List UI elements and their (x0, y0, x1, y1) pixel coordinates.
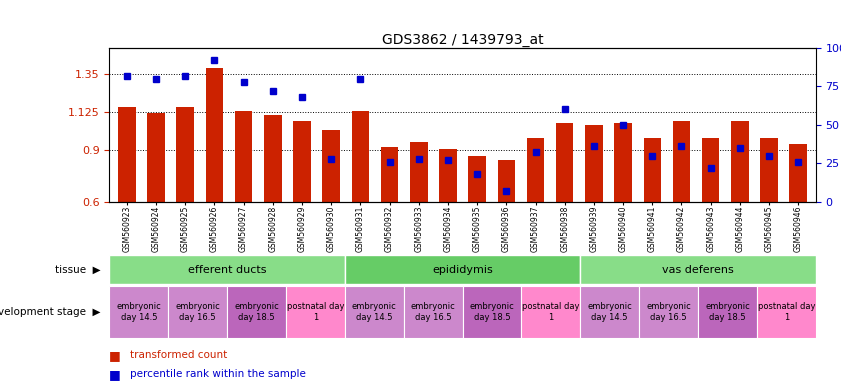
Text: embryonic
day 18.5: embryonic day 18.5 (705, 302, 750, 322)
Bar (790, 144, 807, 202)
Bar (294, 121, 311, 202)
Bar (498, 160, 515, 202)
Bar (580, 255, 816, 284)
Bar (731, 121, 748, 202)
Bar (352, 111, 369, 202)
Text: postnatal day
1: postnatal day 1 (758, 302, 815, 322)
Bar (614, 123, 632, 202)
Bar (639, 286, 698, 338)
Bar (463, 286, 521, 338)
Text: embryonic
day 16.5: embryonic day 16.5 (175, 302, 220, 322)
Text: embryonic
day 14.5: embryonic day 14.5 (587, 302, 632, 322)
Bar (698, 286, 757, 338)
Bar (381, 147, 399, 202)
Bar (702, 139, 719, 202)
Text: efferent ducts: efferent ducts (188, 265, 267, 275)
Bar (264, 116, 282, 202)
Text: postnatal day
1: postnatal day 1 (287, 302, 344, 322)
Title: GDS3862 / 1439793_at: GDS3862 / 1439793_at (382, 33, 543, 47)
Bar (757, 286, 816, 338)
Bar (585, 125, 603, 202)
Bar (109, 286, 168, 338)
Text: embryonic
day 16.5: embryonic day 16.5 (646, 302, 691, 322)
Bar (673, 121, 690, 202)
Bar (147, 113, 165, 202)
Bar (556, 123, 574, 202)
Bar (468, 156, 486, 202)
Text: embryonic
day 14.5: embryonic day 14.5 (116, 302, 161, 322)
Bar (206, 68, 223, 202)
Bar (580, 286, 639, 338)
Bar (286, 286, 345, 338)
Bar (345, 255, 580, 284)
Bar (118, 107, 135, 202)
Bar (177, 107, 194, 202)
Text: epididymis: epididymis (432, 265, 493, 275)
Bar (235, 111, 252, 202)
Bar (410, 142, 427, 202)
Text: ■: ■ (109, 368, 121, 381)
Bar (439, 149, 457, 202)
Text: vas deferens: vas deferens (662, 265, 734, 275)
Bar (227, 286, 286, 338)
Text: transformed count: transformed count (130, 350, 228, 360)
Text: percentile rank within the sample: percentile rank within the sample (130, 369, 306, 379)
Bar (168, 286, 227, 338)
Text: ■: ■ (109, 349, 121, 362)
Text: embryonic
day 18.5: embryonic day 18.5 (234, 302, 279, 322)
Bar (345, 286, 404, 338)
Bar (404, 286, 463, 338)
Text: embryonic
day 18.5: embryonic day 18.5 (469, 302, 515, 322)
Bar (521, 286, 580, 338)
Bar (760, 139, 778, 202)
Text: embryonic
day 16.5: embryonic day 16.5 (410, 302, 456, 322)
Bar (109, 255, 345, 284)
Text: embryonic
day 14.5: embryonic day 14.5 (352, 302, 397, 322)
Text: development stage  ▶: development stage ▶ (0, 307, 101, 317)
Bar (322, 130, 340, 202)
Bar (643, 139, 661, 202)
Text: tissue  ▶: tissue ▶ (56, 265, 101, 275)
Text: postnatal day
1: postnatal day 1 (522, 302, 579, 322)
Bar (526, 139, 544, 202)
